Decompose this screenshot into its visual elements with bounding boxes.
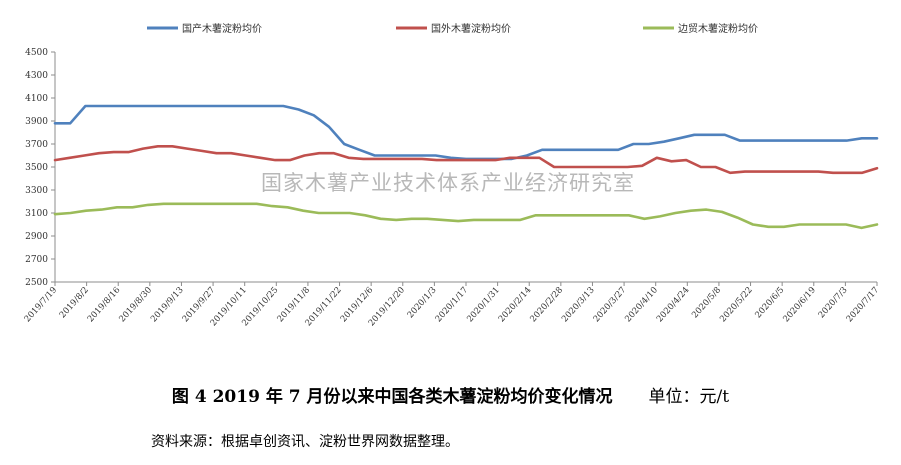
series-layer xyxy=(53,104,879,230)
x-tick-label: 2019/8/2 xyxy=(58,285,91,320)
series-line-border-trade xyxy=(53,202,879,230)
watermark: 国家木薯产业技术体系产业经济研究室 xyxy=(261,171,635,195)
legend-label-border-trade: 边贸木薯淀粉均价 xyxy=(678,22,758,35)
legend-label-imported: 国外木薯淀粉均价 xyxy=(431,22,511,35)
series-line-imported xyxy=(53,145,879,175)
y-tick-label: 2500 xyxy=(25,278,48,288)
x-tick-label: 2020/4/24 xyxy=(655,285,692,324)
figure-caption: 图 4 2019 年 7 月份以来中国各类木薯淀粉均价变化情况 单位：元/t xyxy=(0,382,901,407)
y-tick-label: 4300 xyxy=(25,71,48,81)
caption-title: 图 4 2019 年 7 月份以来中国各类木薯淀粉均价变化情况 xyxy=(171,387,613,407)
x-tick-label: 2020/6/19 xyxy=(781,285,818,324)
series-line-domestic xyxy=(53,104,879,161)
x-tick-label: 2020/1/3 xyxy=(406,285,439,320)
y-tick-label: 3300 xyxy=(25,186,48,196)
y-tick-label: 3900 xyxy=(25,117,48,127)
source-note: 资料来源：根据卓创资讯、淀粉世界网数据整理。 xyxy=(151,434,459,450)
y-tick-label: 3500 xyxy=(25,163,48,173)
x-tick-label: 2020/5/22 xyxy=(718,285,755,324)
caption-unit: 单位：元/t xyxy=(648,387,730,407)
x-tick-label: 2020/6/5 xyxy=(753,285,786,320)
legend-label-domestic: 国产木薯淀粉均价 xyxy=(182,22,262,35)
x-tick-label: 2019/7/19 xyxy=(23,285,60,324)
x-tick-label: 2020/7/3 xyxy=(817,285,850,320)
y-tick-label: 3100 xyxy=(25,209,48,219)
x-tick-label: 2020/7/17 xyxy=(845,285,882,324)
y-tick-label: 2700 xyxy=(25,255,48,265)
x-tick-label: 2020/5/8 xyxy=(690,285,723,320)
y-tick-label: 4500 xyxy=(25,48,48,58)
y-tick-label: 2900 xyxy=(25,232,48,242)
y-tick-label: 3700 xyxy=(25,140,48,150)
legend: 国产木薯淀粉均价 国外木薯淀粉均价 边贸木薯淀粉均价 xyxy=(147,22,758,35)
line-chart: 国产木薯淀粉均价 国外木薯淀粉均价 边贸木薯淀粉均价 国家木薯产业技术体系产业经… xyxy=(23,22,882,328)
y-tick-label: 4100 xyxy=(25,94,48,104)
